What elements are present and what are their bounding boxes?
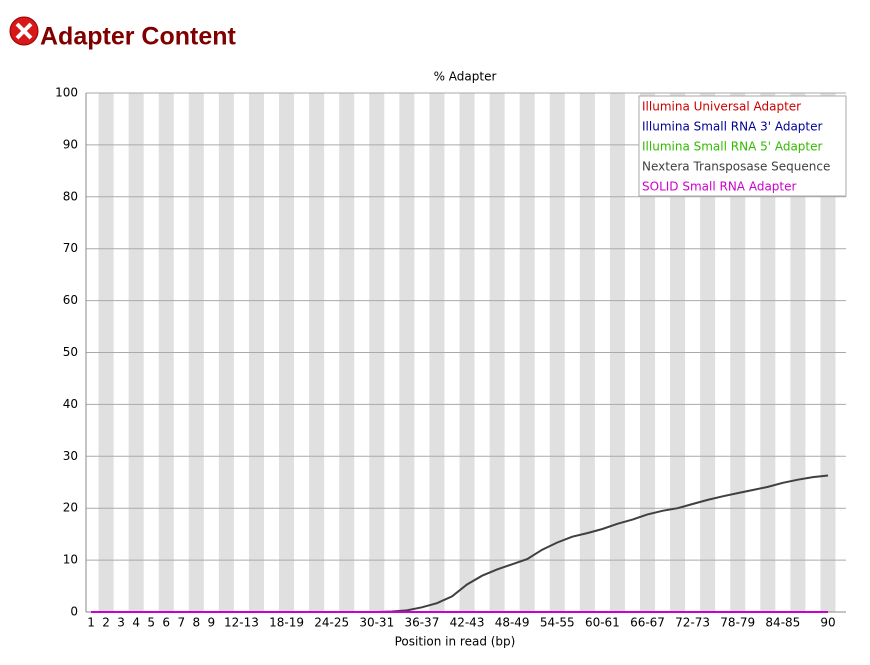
x-tick-label: 78-79 bbox=[720, 616, 755, 630]
x-tick-label: 9 bbox=[208, 616, 216, 630]
y-tick-label: 20 bbox=[63, 501, 78, 515]
legend-entry: Illumina Small RNA 3' Adapter bbox=[642, 120, 823, 134]
legend-entry: Illumina Small RNA 5' Adapter bbox=[642, 140, 823, 154]
x-tick-label: 54-55 bbox=[540, 616, 575, 630]
x-tick-label: 1 bbox=[87, 616, 95, 630]
x-tick-label: 6 bbox=[162, 616, 170, 630]
page-title: Adapter Content bbox=[40, 23, 237, 51]
x-tick-label: 3 bbox=[117, 616, 125, 630]
x-tick-label: 4 bbox=[132, 616, 140, 630]
y-tick-label: 60 bbox=[63, 293, 78, 307]
y-tick-label: 70 bbox=[63, 241, 78, 255]
y-tick-label: 40 bbox=[63, 397, 78, 411]
chart-title: % Adapter bbox=[434, 70, 497, 84]
y-tick-label: 30 bbox=[63, 449, 78, 463]
x-tick-label: 24-25 bbox=[314, 616, 349, 630]
y-tick-label: 80 bbox=[63, 189, 78, 203]
x-tick-label: 18-19 bbox=[269, 616, 304, 630]
x-axis-label: Position in read (bp) bbox=[395, 635, 516, 649]
x-tick-label: 48-49 bbox=[495, 616, 530, 630]
legend-box bbox=[638, 95, 847, 197]
x-tick-label: 72-73 bbox=[675, 616, 710, 630]
y-tick-label: 90 bbox=[63, 137, 78, 151]
x-tick-label: 60-61 bbox=[585, 616, 620, 630]
legend-entry: SOLID Small RNA Adapter bbox=[642, 180, 796, 194]
x-tick-label: 2 bbox=[102, 616, 110, 630]
x-tick-label: 42-43 bbox=[450, 616, 485, 630]
y-tick-label: 0 bbox=[70, 605, 78, 619]
y-tick-label: 50 bbox=[63, 345, 78, 359]
x-tick-label: 5 bbox=[147, 616, 155, 630]
x-tick-label: 84-85 bbox=[765, 616, 800, 630]
y-tick-label: 100 bbox=[55, 86, 78, 100]
legend-entry: Nextera Transposase Sequence bbox=[642, 160, 830, 174]
x-tick-label: 36-37 bbox=[404, 616, 439, 630]
x-tick-label: 8 bbox=[192, 616, 200, 630]
x-tick-label: 90 bbox=[820, 616, 835, 630]
y-tick-label: 10 bbox=[63, 553, 78, 567]
x-tick-label: 66-67 bbox=[630, 616, 665, 630]
legend-entry: Illumina Universal Adapter bbox=[642, 100, 801, 114]
error-icon bbox=[9, 16, 39, 46]
x-tick-label: 30-31 bbox=[359, 616, 394, 630]
x-tick-label: 12-13 bbox=[224, 616, 259, 630]
x-tick-label: 7 bbox=[177, 616, 185, 630]
